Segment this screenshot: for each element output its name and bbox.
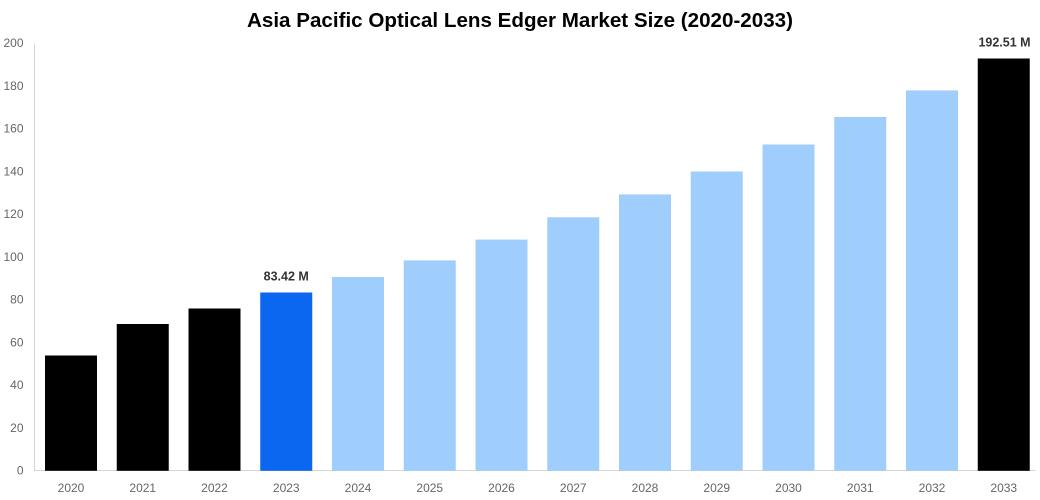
svg-text:192.51 M: 192.51 M bbox=[978, 35, 1030, 49]
svg-text:0: 0 bbox=[17, 464, 24, 478]
svg-text:160: 160 bbox=[3, 122, 23, 136]
svg-text:2024: 2024 bbox=[345, 481, 372, 495]
svg-text:140: 140 bbox=[3, 164, 23, 178]
svg-text:20: 20 bbox=[10, 421, 24, 435]
svg-text:2020: 2020 bbox=[58, 481, 85, 495]
svg-text:200: 200 bbox=[3, 36, 23, 50]
svg-text:Asia Pacific Optical Lens Edge: Asia Pacific Optical Lens Edger Market S… bbox=[247, 9, 793, 32]
svg-text:2031: 2031 bbox=[847, 481, 874, 495]
svg-text:83.42 M: 83.42 M bbox=[264, 270, 309, 284]
svg-text:80: 80 bbox=[10, 293, 24, 307]
svg-text:2026: 2026 bbox=[488, 481, 515, 495]
svg-text:2030: 2030 bbox=[775, 481, 802, 495]
svg-text:2025: 2025 bbox=[416, 481, 443, 495]
svg-text:2028: 2028 bbox=[632, 481, 659, 495]
svg-text:40: 40 bbox=[10, 378, 24, 392]
svg-text:2022: 2022 bbox=[201, 481, 228, 495]
svg-text:2023: 2023 bbox=[273, 481, 300, 495]
svg-text:2032: 2032 bbox=[919, 481, 946, 495]
svg-text:2029: 2029 bbox=[703, 481, 730, 495]
svg-text:100: 100 bbox=[3, 250, 23, 264]
svg-text:120: 120 bbox=[3, 207, 23, 221]
svg-text:2027: 2027 bbox=[560, 481, 587, 495]
svg-text:2033: 2033 bbox=[990, 481, 1017, 495]
svg-text:60: 60 bbox=[10, 335, 24, 349]
svg-text:2021: 2021 bbox=[129, 481, 156, 495]
svg-text:180: 180 bbox=[3, 79, 23, 93]
